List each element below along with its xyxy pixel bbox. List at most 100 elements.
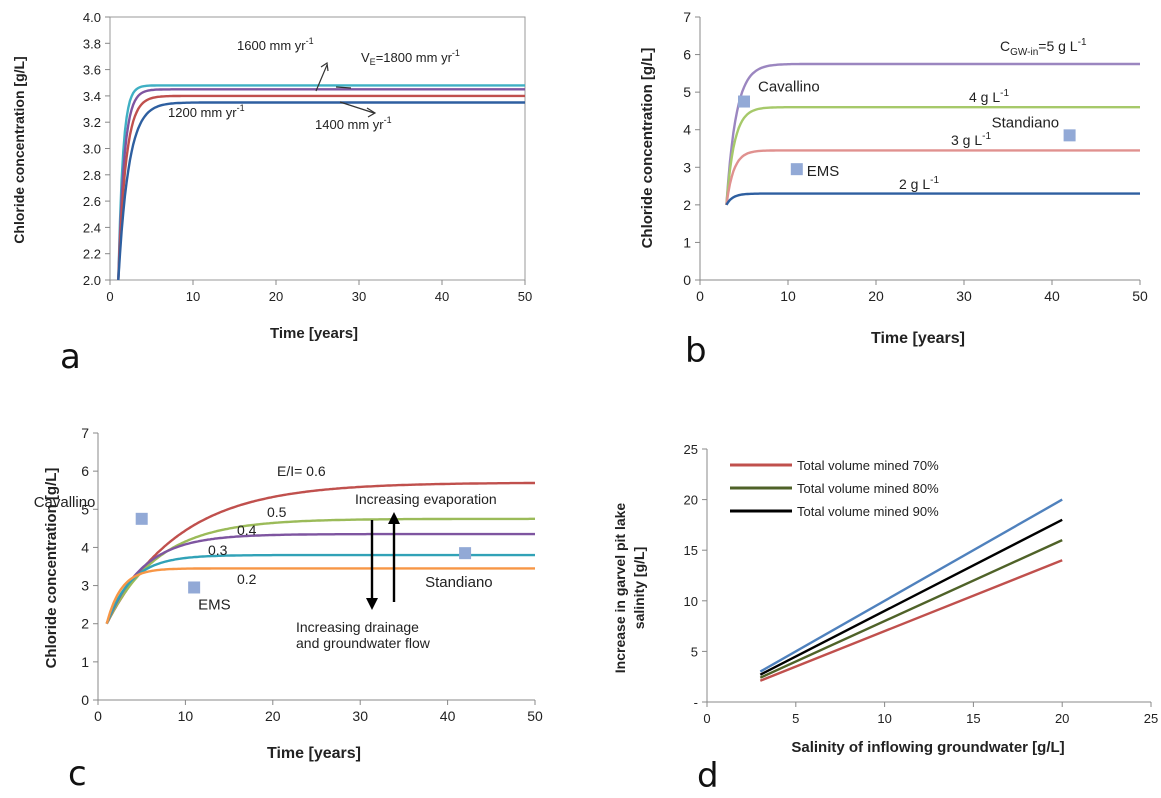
- x-tick-label: 0: [106, 289, 113, 304]
- chart-c-xlabel: Time [years]: [267, 745, 361, 762]
- y-tick-label: 1: [81, 654, 89, 670]
- x-tick-label: 0: [94, 708, 102, 724]
- x-tick-label: 30: [956, 288, 972, 304]
- y-tick-label: 2.8: [83, 168, 101, 183]
- panel-d: - 5 10 15 20 25 0 5 10 15 20 25 Total volume mined …: [590, 420, 1161, 793]
- data-point-standiano: [1064, 129, 1076, 141]
- panel-letter-b: b: [685, 331, 707, 371]
- y-tick-label: -: [694, 695, 698, 710]
- chart-a-svg: 2.0 2.2 2.4 2.6 2.8 3.0 3.2 3.4 3.6 3.8 4.0 0 10 20 30…: [0, 0, 560, 390]
- x-tick-label: 10: [178, 708, 194, 724]
- y-tick-label: 6: [683, 47, 691, 63]
- label-ei-04: 0.4: [237, 522, 257, 538]
- arrows-c: [366, 512, 400, 610]
- plot-frame: [110, 17, 525, 280]
- y-tick-label: 2: [81, 616, 89, 632]
- chart-a-ylabel: Chloride concentration [g/L]: [11, 56, 27, 243]
- annotation-1400: 1400 mm yr-1: [315, 115, 392, 132]
- series-line-3: [760, 500, 1062, 672]
- x-tick-label: 30: [352, 708, 368, 724]
- y-tick-label: 3.8: [83, 36, 101, 51]
- data-point-cavallino: [738, 96, 750, 108]
- chart-d-ylabel-line2: salinity [g/L]: [631, 547, 647, 629]
- x-tick-label: 20: [269, 289, 283, 304]
- y-tick-label: 5: [691, 644, 698, 659]
- y-tick-label: 2.0: [83, 273, 101, 288]
- chart-c-svg: 0 1 2 3 4 5 6 7 0 10 20 30 40 50 Cavallino EMS Standian…: [0, 400, 560, 793]
- annotation-3g: 3 g L-1: [951, 131, 991, 148]
- x-tick-label: 20: [265, 708, 281, 724]
- x-tick-label: 50: [1132, 288, 1148, 304]
- y-tick-label: 2.6: [83, 194, 101, 209]
- chart-d-series: [760, 500, 1062, 681]
- y-tick-label: 3.0: [83, 142, 101, 157]
- label-ei-05: 0.5: [267, 504, 287, 520]
- point-label-standiano: Standiano: [992, 114, 1060, 131]
- panel-letter-c: c: [68, 754, 87, 793]
- chart-a-axes: 2.0 2.2 2.4 2.6 2.8 3.0 3.2 3.4 3.6 3.8 4.0 0 10 20 30…: [83, 10, 532, 304]
- series-line-1: [760, 540, 1062, 678]
- x-tick-label: 15: [966, 711, 980, 726]
- chart-b-xlabel: Time [years]: [871, 330, 965, 347]
- series-line-1: [726, 107, 1140, 205]
- x-tick-label: 50: [518, 289, 532, 304]
- label-groundwater-flow: and groundwater flow: [296, 635, 431, 651]
- series-line-2: [760, 520, 1062, 675]
- x-tick-label: 10: [877, 711, 891, 726]
- y-tick-label: 25: [684, 442, 698, 457]
- point-label-cavallino: Cavallino: [758, 79, 820, 96]
- y-tick-label: 0: [81, 692, 89, 708]
- y-tick-label: 2.2: [83, 247, 101, 262]
- y-tick-label: 4: [683, 122, 691, 138]
- label-ei-02: 0.2: [237, 571, 257, 587]
- chart-b-points: Cavallino EMS Standiano: [738, 79, 1076, 181]
- x-tick-label: 30: [352, 289, 366, 304]
- y-tick-label: 10: [684, 594, 698, 609]
- panel-letter-d: d: [697, 756, 719, 793]
- point-label-ems: EMS: [198, 596, 231, 613]
- annotation-2g: 2 g L-1: [899, 175, 939, 192]
- panel-c: 0 1 2 3 4 5 6 7 0 10 20 30 40 50 Cavallino EMS Standian…: [0, 400, 560, 793]
- chart-d-ylabel-line1: Increase in garvel pit lake: [612, 503, 628, 674]
- chart-c-points: Cavallino EMS Standiano: [34, 494, 493, 614]
- y-tick-label: 20: [684, 493, 698, 508]
- chart-d-xlabel: Salinity of inflowing groundwater [g/L]: [791, 739, 1064, 756]
- chart-b-svg: 0 1 2 3 4 5 6 7 0 10 20 30 40 50 Cavallino EMS Standian…: [590, 0, 1161, 390]
- label-ei-03: 0.3: [208, 542, 228, 558]
- point-label-standiano: Standiano: [425, 574, 493, 591]
- legend-label-0: Total volume mined 70%: [797, 458, 939, 473]
- panel-a: 2.0 2.2 2.4 2.6 2.8 3.0 3.2 3.4 3.6 3.8 4.0 0 10 20 30…: [0, 0, 560, 390]
- data-point-ems: [188, 581, 200, 593]
- annotation-4g: 4 g L-1: [969, 88, 1009, 105]
- y-tick-label: 0: [683, 272, 691, 288]
- y-tick-label: 2.4: [83, 220, 101, 235]
- label-increasing-drainage: Increasing drainage: [296, 619, 419, 635]
- y-tick-label: 6: [81, 463, 89, 479]
- x-tick-label: 5: [792, 711, 799, 726]
- label-ei-06: E/I= 0.6: [277, 463, 326, 479]
- y-tick-label: 5: [683, 84, 691, 100]
- y-tick-label: 7: [683, 9, 691, 25]
- y-tick-label: 4.0: [83, 10, 101, 25]
- legend-label-2: Total volume mined 90%: [797, 504, 939, 519]
- y-tick-label: 3.2: [83, 115, 101, 130]
- chart-d-svg: - 5 10 15 20 25 0 5 10 15 20 25 Total volume mined …: [590, 420, 1161, 793]
- chart-a-xlabel: Time [years]: [270, 325, 358, 342]
- x-tick-label: 40: [1044, 288, 1060, 304]
- data-point-ems: [791, 163, 803, 175]
- x-tick-label: 50: [527, 708, 543, 724]
- chart-b-ylabel: Chloride concentration [g/L]: [639, 48, 656, 249]
- x-tick-label: 25: [1144, 711, 1158, 726]
- y-tick-label: 4: [81, 539, 89, 555]
- series-line-0: [760, 560, 1062, 680]
- annotation-1200: 1200 mm yr-1: [168, 103, 245, 120]
- annotation-1600: 1600 mm yr-1: [237, 36, 314, 53]
- panel-b: 0 1 2 3 4 5 6 7 0 10 20 30 40 50 Cavallino EMS Standian…: [590, 0, 1161, 390]
- x-tick-label: 10: [186, 289, 200, 304]
- y-tick-label: 3.4: [83, 89, 101, 104]
- data-point-cavallino: [136, 513, 148, 525]
- x-tick-label: 20: [868, 288, 884, 304]
- panel-letter-a: a: [60, 337, 81, 377]
- x-tick-label: 0: [703, 711, 710, 726]
- data-point-standiano: [459, 547, 471, 559]
